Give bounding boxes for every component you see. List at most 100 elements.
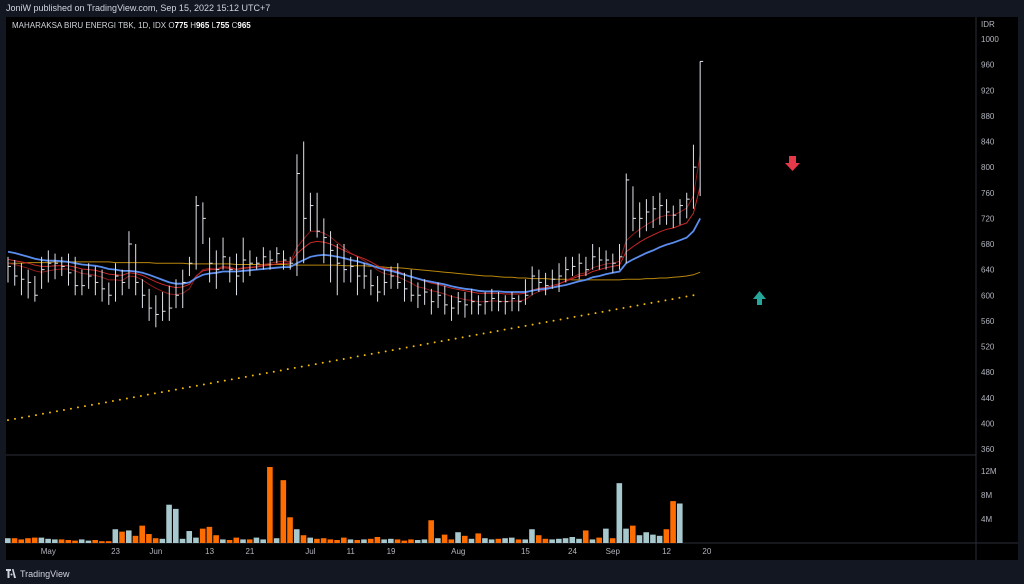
volume-bar — [220, 539, 226, 543]
trend-dot — [41, 412, 44, 415]
symbol-legend: MAHARAKSA BIRU ENERGI TBK, 1D, IDX O775 … — [12, 21, 251, 30]
volume-bar — [18, 539, 25, 543]
volume-bar — [509, 537, 515, 543]
price-bar — [370, 269, 374, 296]
price-bar — [652, 195, 657, 228]
price-bar — [269, 250, 274, 270]
price-bar — [88, 263, 92, 289]
volume-bar — [293, 529, 300, 543]
trend-dot — [671, 298, 674, 301]
price-tick-label: 880 — [981, 112, 995, 121]
volume-bar — [381, 539, 387, 543]
trend-dot — [202, 383, 205, 386]
trend-dot — [209, 382, 212, 385]
trend-dot — [167, 389, 170, 392]
price-bar — [531, 266, 536, 296]
price-bar — [397, 263, 401, 289]
price-bar — [256, 256, 260, 270]
arrow-up-icon — [753, 291, 766, 305]
volume-bar — [656, 535, 663, 543]
trend-dot — [545, 321, 548, 324]
price-bar — [289, 256, 294, 270]
price-bar — [571, 256, 576, 277]
trend-dot — [426, 342, 429, 345]
price-bar — [558, 263, 563, 293]
trend-dot — [482, 332, 485, 335]
trend-dot — [636, 304, 639, 307]
volume-bar — [45, 538, 51, 543]
price-bar — [195, 195, 200, 270]
trend-dot — [272, 370, 275, 373]
price-bar — [115, 263, 119, 302]
volume-bar — [246, 539, 253, 543]
volume-bar — [85, 540, 92, 543]
trend-dot — [286, 368, 289, 371]
volume-bar — [186, 531, 193, 543]
volume-bar — [11, 538, 18, 543]
trend-dot — [524, 324, 527, 327]
publish-header: JoniW published on TradingView.com, Sep … — [0, 0, 1024, 17]
trend-dot — [111, 400, 114, 403]
trend-dot — [433, 341, 436, 344]
trend-dot — [265, 372, 268, 375]
low-label: L — [211, 21, 217, 30]
price-tick-label: 720 — [981, 214, 995, 223]
price-bars-layer — [7, 60, 704, 328]
price-tick-label: 640 — [981, 266, 995, 275]
price-bar — [686, 192, 690, 219]
volume-bar — [132, 535, 139, 543]
tradingview-brand[interactable]: TradingView — [20, 569, 70, 579]
volume-bar — [549, 539, 555, 543]
price-bar — [632, 186, 636, 232]
price-bar — [276, 247, 280, 264]
trend-dot — [468, 335, 471, 338]
time-tick-label: 11 — [347, 547, 356, 556]
trend-dot — [594, 312, 597, 315]
trend-dot — [587, 313, 590, 316]
price-bar — [672, 205, 677, 228]
price-bar — [155, 295, 159, 328]
volume-bar — [354, 540, 361, 543]
trend-dot — [216, 380, 219, 383]
trend-dot — [244, 375, 247, 378]
price-tick-label: 560 — [981, 317, 995, 326]
volume-bar — [401, 540, 408, 543]
chart-frame[interactable] — [6, 17, 1018, 560]
price-bar — [598, 247, 603, 270]
trend-dots-layer — [7, 294, 695, 422]
volume-bar — [374, 537, 381, 543]
price-bar — [209, 237, 213, 283]
trend-dot — [230, 378, 233, 381]
volume-bar — [240, 539, 246, 543]
time-tick-label: Jul — [305, 547, 315, 556]
trend-dot — [573, 315, 576, 318]
price-bar — [128, 231, 132, 289]
volume-bar — [650, 534, 656, 543]
volume-bar — [199, 528, 206, 543]
price-bar — [74, 256, 79, 296]
price-bar — [518, 295, 522, 312]
volume-bar — [488, 539, 495, 543]
volume-bar — [421, 539, 428, 543]
price-bar — [356, 256, 361, 296]
volume-bar — [495, 538, 502, 543]
volume-bar — [38, 537, 45, 543]
tradingview-logo-icon — [6, 569, 16, 578]
price-tick-label: 960 — [981, 61, 995, 70]
price-bar — [578, 253, 583, 280]
price-bar — [585, 256, 589, 277]
volume-bar — [58, 539, 65, 543]
moving-averages-layer — [7, 154, 701, 303]
volume-bar — [253, 537, 260, 543]
volume-bar — [441, 534, 448, 543]
price-bar — [229, 256, 233, 283]
price-bar — [538, 269, 542, 293]
trend-dot — [580, 314, 583, 317]
volume-bar — [461, 535, 468, 543]
open-value: 775 — [174, 21, 188, 30]
time-tick-label: 20 — [702, 547, 711, 556]
price-bar — [101, 269, 106, 302]
price-bar — [363, 263, 368, 289]
trend-dot — [300, 365, 303, 368]
